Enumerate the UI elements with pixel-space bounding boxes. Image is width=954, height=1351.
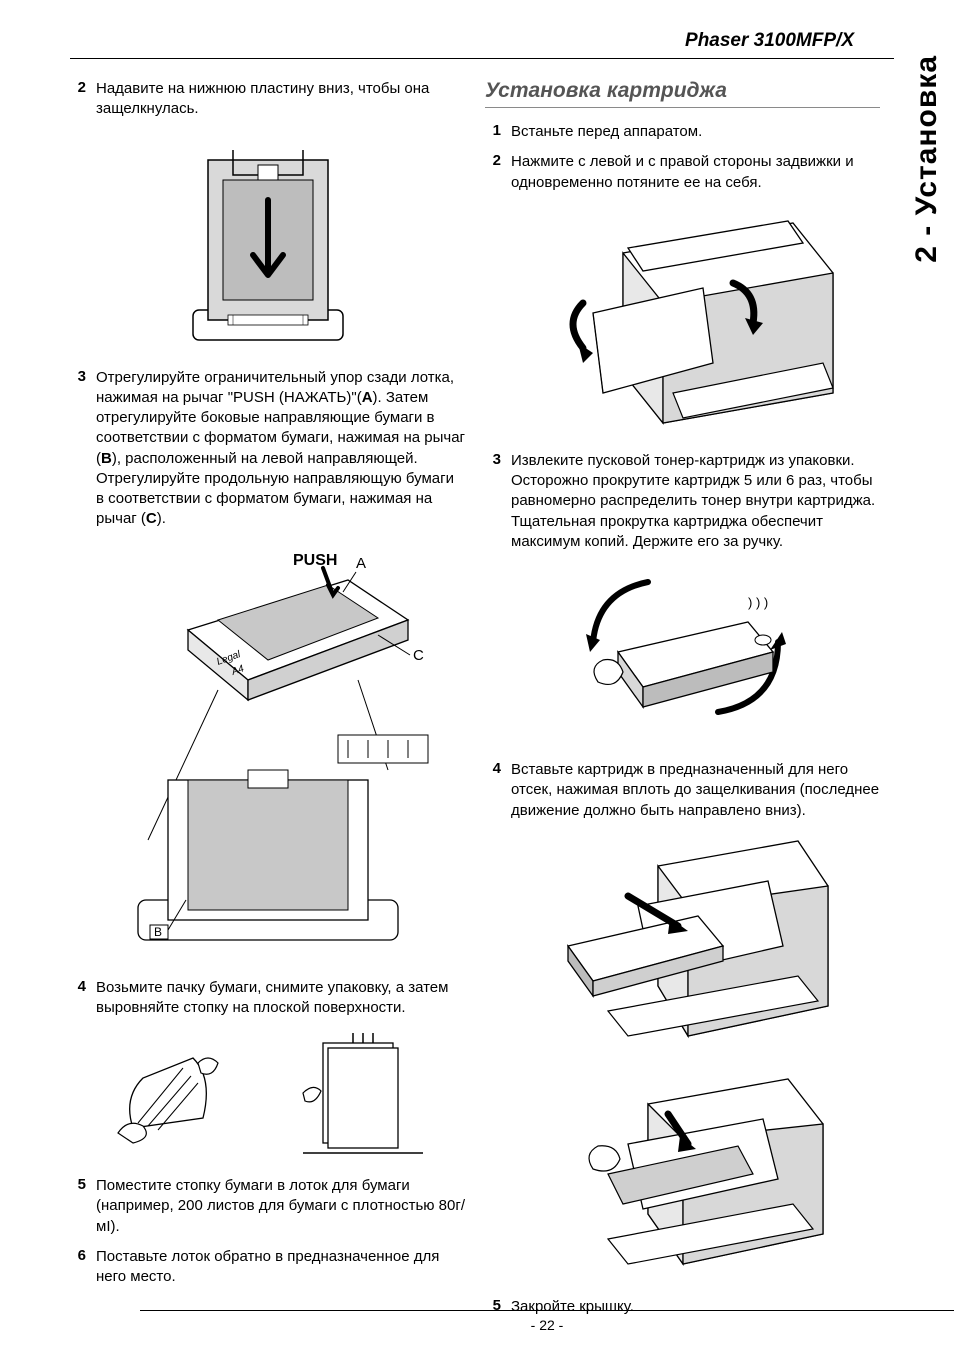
section-title: Установка картриджа: [485, 79, 880, 108]
step-number: 1: [485, 122, 511, 142]
right-step-4: 4 Вставьте картридж в предназначенный дл…: [485, 760, 880, 821]
step-text: Нажмите с левой и с правой стороны задви…: [511, 152, 880, 193]
step-number: 2: [485, 152, 511, 193]
right-step-3: 3 Извлеките пусковой тонер-картридж из у…: [485, 451, 880, 552]
right-step-1: 1 Встаньте перед аппаратом.: [485, 122, 880, 142]
right-step-2: 2 Нажмите с левой и с правой стороны зад…: [485, 152, 880, 193]
step-number: 5: [70, 1176, 96, 1237]
figure-insert-cartridge: [485, 831, 880, 1051]
figure-paper-stack: [70, 1028, 465, 1158]
label-b: B: [154, 925, 162, 939]
left-column: 2 Надавите на нижнюю пластину вниз, чтоб…: [70, 79, 465, 1327]
left-step-3: 3 Отрегулируйте ограничительный упор сза…: [70, 368, 465, 530]
label-a: A: [356, 555, 366, 572]
step-number: 4: [70, 978, 96, 1019]
svg-text:) ) ): ) ) ): [748, 595, 768, 610]
step-number: 3: [70, 368, 96, 530]
step-text: Поместите стопку бумаги в лоток для бума…: [96, 1176, 465, 1237]
header-product: Phaser 3100MFP/X: [70, 30, 894, 59]
step-text: Извлеките пусковой тонер-картридж из упа…: [511, 451, 880, 552]
step-text: Поставьте лоток обратно в предназначенно…: [96, 1247, 465, 1288]
figure-tray-guides: PUSH A C Legal A4: [70, 540, 465, 960]
figure-open-cover: [485, 203, 880, 433]
right-column: Установка картриджа 1 Встаньте перед апп…: [485, 79, 880, 1327]
step-text: Отрегулируйте ограничительный упор сзади…: [96, 368, 465, 530]
step-number: 6: [70, 1247, 96, 1288]
figure-cartridge-seated: [485, 1069, 880, 1279]
page-number: - 22 -: [140, 1310, 954, 1333]
figure-tray-press: [70, 130, 465, 350]
left-step-4: 4 Возьмите пачку бумаги, снимите упаковк…: [70, 978, 465, 1019]
left-step-2: 2 Надавите на нижнюю пластину вниз, чтоб…: [70, 79, 465, 120]
step-text: Возьмите пачку бумаги, снимите упаковку,…: [96, 978, 465, 1019]
left-step-5: 5 Поместите стопку бумаги в лоток для бу…: [70, 1176, 465, 1237]
push-label: PUSH: [293, 552, 337, 569]
step-text: Надавите на нижнюю пластину вниз, чтобы …: [96, 79, 465, 120]
step-number: 3: [485, 451, 511, 552]
step-text: Вставьте картридж в предназначенный для …: [511, 760, 880, 821]
left-step-6: 6 Поставьте лоток обратно в предназначен…: [70, 1247, 465, 1288]
side-tab: 2 - Установка: [910, 55, 944, 263]
figure-shake-cartridge: ) ) ): [485, 562, 880, 742]
step-text: Встаньте перед аппаратом.: [511, 122, 880, 142]
label-c: C: [413, 647, 424, 664]
step-number: 2: [70, 79, 96, 120]
step-number: 4: [485, 760, 511, 821]
